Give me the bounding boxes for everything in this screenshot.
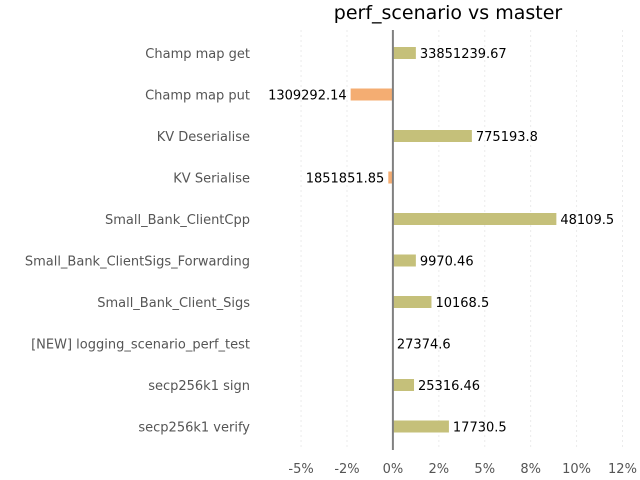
value-label: 48109.5 (560, 213, 614, 228)
bar (392, 420, 449, 433)
bar (392, 296, 432, 308)
bar (392, 130, 472, 142)
x-tick-label: 2% (429, 462, 450, 477)
category-label: Small_Bank_Client_Sigs (97, 296, 250, 311)
chart-title: perf_scenario vs master (334, 2, 563, 24)
labels: -5% -2% 0% 2% 5% 8% 10% 12% Champ map get 3385123… (25, 47, 637, 477)
bar (392, 47, 416, 59)
x-tick-label: 0% (383, 462, 404, 477)
category-label: secp256k1 sign (148, 379, 250, 394)
x-tick-label: -2% (334, 462, 359, 477)
category-label: Champ map put (145, 89, 250, 104)
category-label: KV Deserialise (157, 130, 250, 145)
bar (388, 171, 393, 184)
x-tick-label: 5% (474, 462, 495, 477)
value-label: 27374.6 (397, 338, 451, 353)
category-label: secp256k1 verify (138, 421, 250, 436)
bar (392, 213, 557, 225)
value-label: 1309292.14 (268, 89, 347, 104)
bar (392, 379, 415, 391)
value-label: 33851239.67 (420, 47, 507, 62)
category-label: [NEW] logging_scenario_perf_test (31, 338, 250, 353)
category-label: Small_Bank_ClientSigs_Forwarding (25, 255, 250, 270)
x-tick-label: 8% (520, 462, 541, 477)
x-tick-label: -5% (288, 462, 313, 477)
value-label: 775193.8 (476, 130, 538, 145)
value-label: 17730.5 (453, 421, 507, 436)
value-label: 9970.46 (420, 255, 474, 270)
bars (350, 47, 557, 433)
category-label: Champ map get (145, 47, 250, 62)
value-label: 25316.46 (418, 379, 480, 394)
value-label: 10168.5 (435, 296, 489, 311)
category-label: KV Serialise (173, 172, 250, 187)
bar (392, 254, 416, 267)
category-label: Small_Bank_ClientCpp (105, 213, 250, 228)
value-label: 1851851.85 (306, 172, 385, 187)
x-tick-label: 10% (562, 462, 591, 477)
x-tick-label: 12% (608, 462, 637, 477)
bar (350, 88, 393, 101)
